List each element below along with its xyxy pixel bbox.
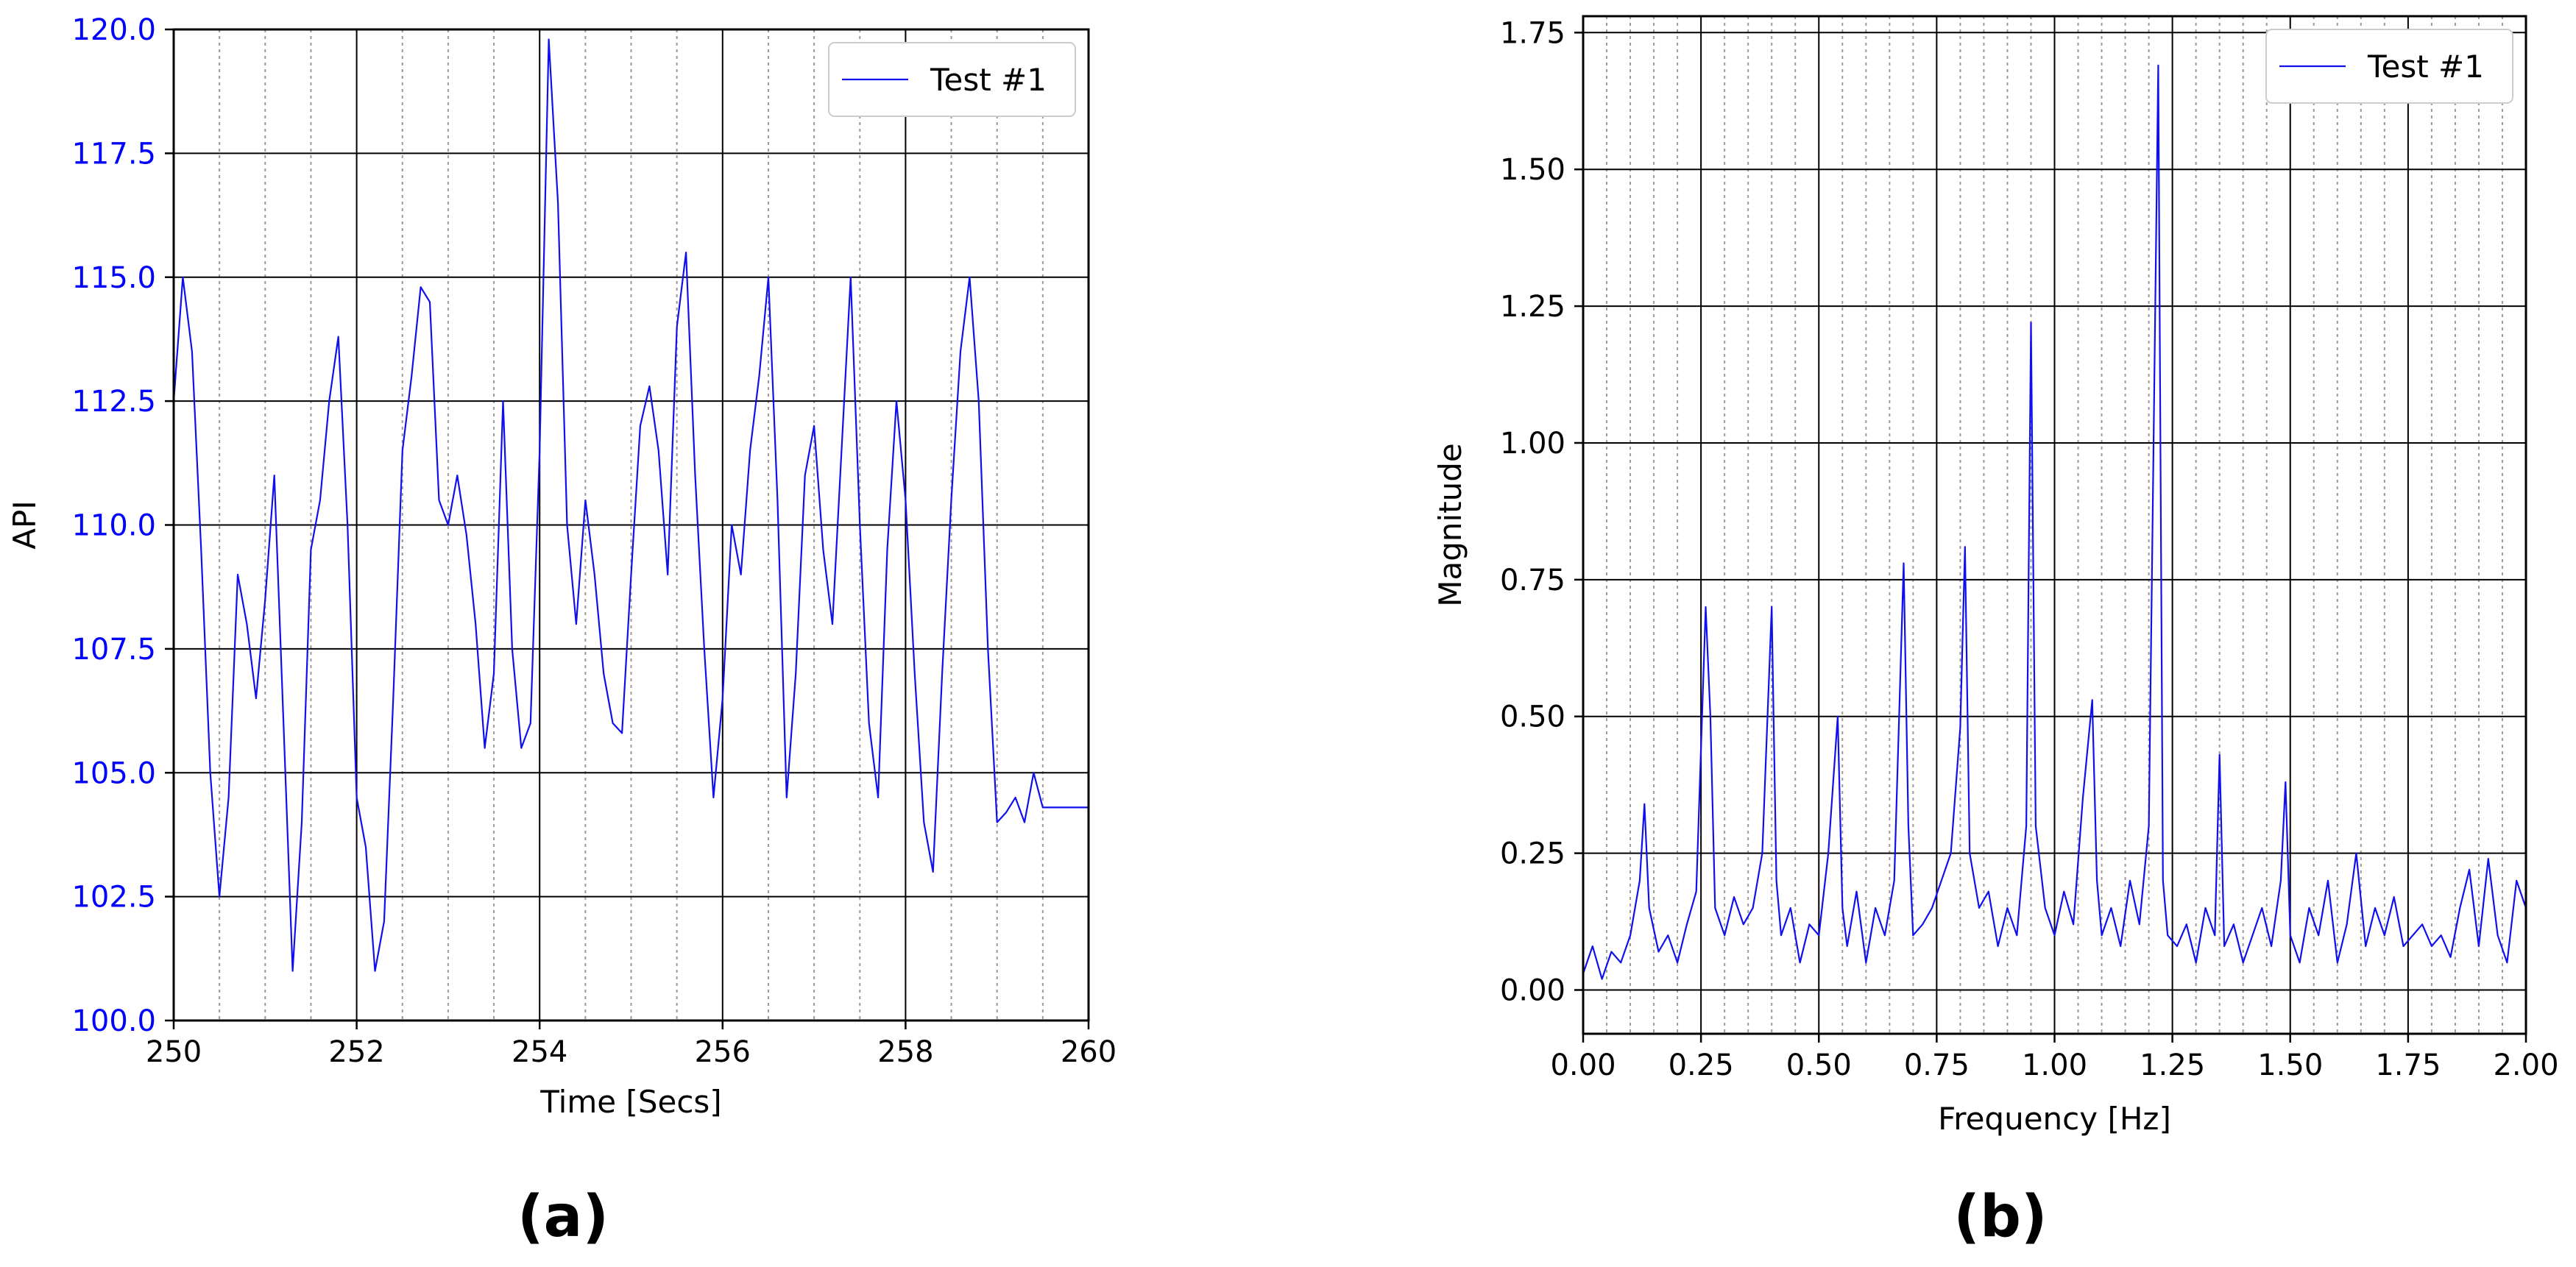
caption-b: (b) <box>1953 1184 2047 1250</box>
y-axis-label: Magnitude <box>1432 443 1468 607</box>
y-tick-label: 1.50 <box>1500 153 1565 187</box>
legend-label: Test #1 <box>2367 49 2484 85</box>
y-tick-label: 100.0 <box>71 1004 156 1038</box>
x-tick-label: 1.25 <box>2140 1048 2205 1082</box>
x-tick-label: 250 <box>146 1035 202 1069</box>
y-tick-label: 0.50 <box>1500 700 1565 734</box>
legend-label: Test #1 <box>930 62 1047 98</box>
y-tick-label: 0.75 <box>1500 564 1565 597</box>
series-line-test-1 <box>172 38 1089 972</box>
y-tick-label: 120.0 <box>71 13 156 47</box>
x-axis-label: Time [Secs] <box>539 1084 721 1120</box>
y-tick-label: 0.00 <box>1500 974 1565 1008</box>
y-tick-label: 102.5 <box>71 881 156 915</box>
x-tick-label: 0.75 <box>1904 1048 1970 1082</box>
y-tick-label: 107.5 <box>71 633 156 667</box>
x-tick-label: 0.50 <box>1786 1048 1852 1082</box>
x-axis-label: Frequency [Hz] <box>1938 1101 2171 1137</box>
x-tick-label: 1.00 <box>2022 1048 2087 1082</box>
x-tick-label: 252 <box>328 1035 384 1069</box>
legend-box <box>828 42 1076 117</box>
x-tick-label: 2.00 <box>2493 1048 2558 1082</box>
legend: Test #1 <box>2265 29 2513 104</box>
y-tick-label: 115.0 <box>71 261 156 295</box>
y-tick-label: 1.25 <box>1500 290 1565 324</box>
y-axis-label: API <box>7 500 43 549</box>
x-tick-label: 0.00 <box>1550 1048 1616 1082</box>
x-tick-label: 254 <box>512 1035 567 1069</box>
x-tick-label: 1.75 <box>2375 1048 2441 1082</box>
y-tick-label: 1.00 <box>1500 427 1565 461</box>
y-tick-label: 105.0 <box>71 756 156 790</box>
x-tick-label: 260 <box>1061 1035 1117 1069</box>
y-tick-label: 0.25 <box>1500 837 1565 871</box>
y-tick-label: 112.5 <box>71 385 156 419</box>
x-tick-label: 258 <box>877 1035 933 1069</box>
y-tick-label: 110.0 <box>71 509 156 543</box>
legend: Test #1 <box>828 42 1076 117</box>
x-tick-label: 0.25 <box>1669 1048 1734 1082</box>
panel-a-chart: 250 252 254 256 258 260 100.0 102.5 105.0 107.5 11… <box>7 13 1117 1120</box>
y-tick-label: 1.75 <box>1500 16 1565 50</box>
x-tick-label: 256 <box>695 1035 751 1069</box>
panel-b-chart: 0.00 0.25 0.50 0.75 1.00 1.25 1.50 1.75 2.00 0.00… <box>1432 15 2559 1137</box>
caption-a: (a) <box>517 1184 609 1250</box>
x-tick-label: 1.50 <box>2257 1048 2323 1082</box>
legend-box <box>2265 29 2513 104</box>
y-tick-label: 117.5 <box>71 137 156 171</box>
series-line-test-1 <box>1582 64 2527 980</box>
